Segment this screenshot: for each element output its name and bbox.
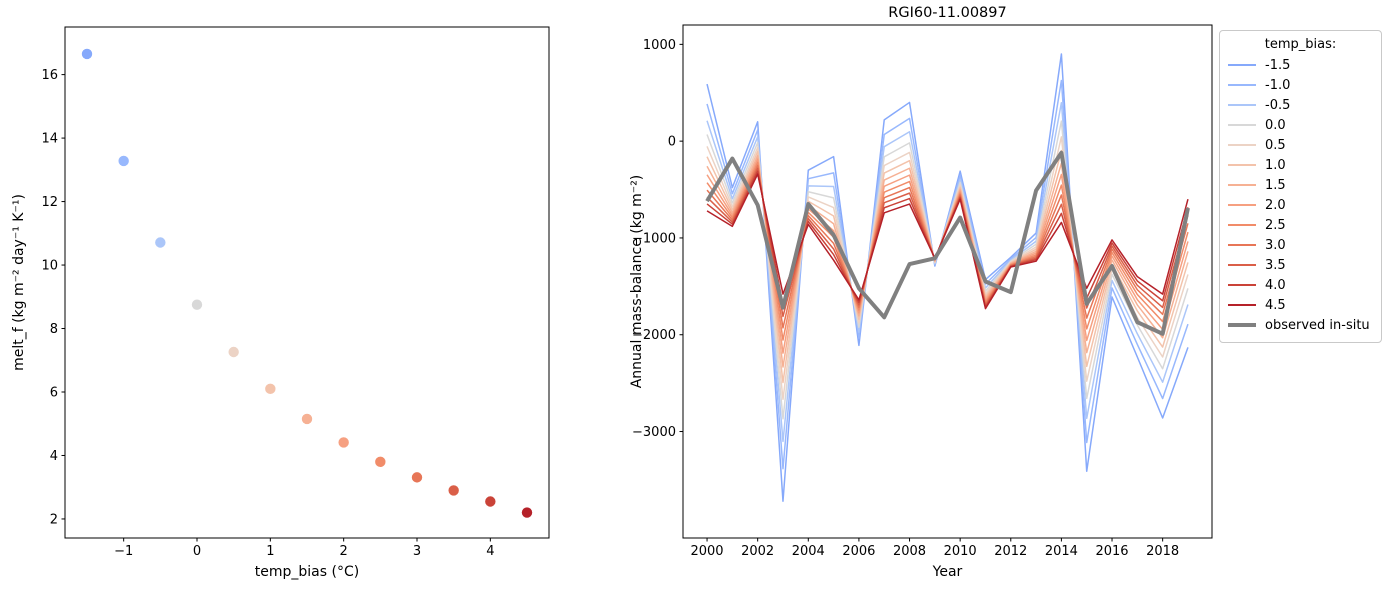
legend-entry-label: 1.0 [1265,157,1286,173]
x-tick-label: 4 [486,544,494,559]
legend-line-sample [1228,204,1256,206]
legend-line-sample [1228,104,1256,106]
scatter-point [228,346,239,358]
scatter-point [338,437,349,448]
legend-entry-2.5: 2.5 [1228,215,1373,235]
scatter-point [375,456,386,468]
legend-entry-label: -1.0 [1265,77,1291,93]
legend-entry-label: 0.5 [1265,137,1286,153]
x-tick-label: −1 [114,544,133,559]
scatter-point [485,496,496,507]
y-tick-label: 8 [50,322,58,337]
axes-box [64,26,550,539]
legend-entry-label: observed in-situ [1265,317,1370,333]
legend-entry-label: 2.5 [1265,217,1286,233]
legend-entry-0.5: 0.5 [1228,135,1373,155]
x-tick-label: 2004 [792,544,825,559]
y-tick-label: −1000 [632,231,676,246]
x-tick-label: 2016 [1095,544,1128,559]
legend-line-sample [1228,284,1256,286]
mass-balance-line-plot: 2000 2002 2004 2006 2008 2010 2012 2014 2016 2018… [629,5,1213,580]
y-tick-label: 2 [50,512,58,527]
scatter-point [118,155,129,167]
legend-line-sample [1228,184,1256,186]
legend-entry-0.0: 0.0 [1228,115,1373,135]
x-axis-label: Year [932,564,963,580]
y-axis-label: Annual mass-balance (kg m⁻²) [629,175,645,389]
legend-entry-label: -1.5 [1265,57,1291,73]
x-tick-label: 2018 [1146,544,1179,559]
legend-entry-label: 0.0 [1265,117,1286,133]
y-tick-label: 0 [668,135,676,150]
legend-entry-label: 3.0 [1265,237,1286,253]
y-tick-label: 4 [50,449,58,464]
x-tick-label: 2006 [842,544,875,559]
y-tick-label: −2000 [632,328,676,343]
scatter-point [521,507,533,518]
legend-entry-1.0: 1.0 [1228,155,1373,175]
y-axis-label: melt_f (kg m⁻² day⁻¹ K⁻¹) [11,194,27,371]
x-tick-label: 2010 [944,544,977,559]
y-tick-label: 14 [41,132,58,147]
legend-entry-label: 2.0 [1265,197,1286,213]
chart-title: RGI60-11.00897 [888,5,1006,21]
legend-entry-3.0: 3.0 [1228,235,1373,255]
scatter-point [265,383,276,395]
legend-entry-2.0: 2.0 [1228,195,1373,215]
legend-line-sample [1228,124,1256,126]
legend-line-sample [1228,64,1256,66]
legend-entry--1.5: -1.5 [1228,55,1373,75]
legend-entry-label: 4.5 [1265,297,1286,313]
y-tick-label: 6 [50,386,58,401]
x-tick-label: 2 [340,544,348,559]
legend-line-sample [1228,164,1256,166]
x-axis-label: temp_bias (°C) [255,564,359,580]
legend-entry--0.5: -0.5 [1228,95,1373,115]
legend-line-sample [1228,323,1256,327]
legend-entry-label: 1.5 [1265,177,1286,193]
y-tick-label: 16 [41,68,58,83]
y-tick-label: −3000 [632,425,676,440]
x-tick-label: 2002 [741,544,774,559]
legend-line-sample [1228,224,1256,226]
legend-entry-label: -0.5 [1265,97,1291,113]
y-tick-label: 12 [41,195,58,210]
legend-box: temp_bias: -1.5 -1.0 -0.5 0.0 0.5 1.0 1.5 2.0 2.… [1219,30,1382,343]
legend-entry-1.5: 1.5 [1228,175,1373,195]
legend-line-sample [1228,264,1256,266]
legend-line-sample [1228,144,1256,146]
legend-line-sample [1228,304,1256,306]
legend-title: temp_bias: [1264,37,1337,52]
scatter-point [411,472,423,483]
y-tick-label: 1000 [643,38,676,53]
scatter-point [81,48,93,60]
scatter-point [448,485,459,496]
legend-line-sample [1228,244,1256,246]
x-tick-label: 1 [266,544,274,559]
scatter-point [155,237,166,248]
x-tick-label: 2012 [994,544,1027,559]
legend-entry-label: 4.0 [1265,277,1286,293]
x-tick-label: 2000 [690,544,723,559]
x-tick-label: 2008 [893,544,926,559]
legend-entry-observed-in-situ: observed in-situ [1228,315,1373,335]
x-tick-label: 0 [193,544,201,559]
legend-entry--1.0: -1.0 [1228,75,1373,95]
scatter-point [301,413,313,425]
x-tick-label: 2014 [1045,544,1078,559]
legend-line-sample [1228,84,1256,86]
legend-entries: -1.5 -1.0 -0.5 0.0 0.5 1.0 1.5 2.0 2.5 3.0 3.5 4.0 4… [1228,55,1373,335]
legend-entry-3.5: 3.5 [1228,255,1373,275]
axes-box [682,24,1213,539]
observed-line [705,150,1190,336]
legend-entry-label: 3.5 [1265,257,1286,273]
legend-entry-4.0: 4.0 [1228,275,1373,295]
x-tick-label: 3 [413,544,421,559]
y-tick-label: 10 [41,259,58,274]
scatter-point [191,299,203,310]
legend-entry-4.5: 4.5 [1228,295,1373,315]
